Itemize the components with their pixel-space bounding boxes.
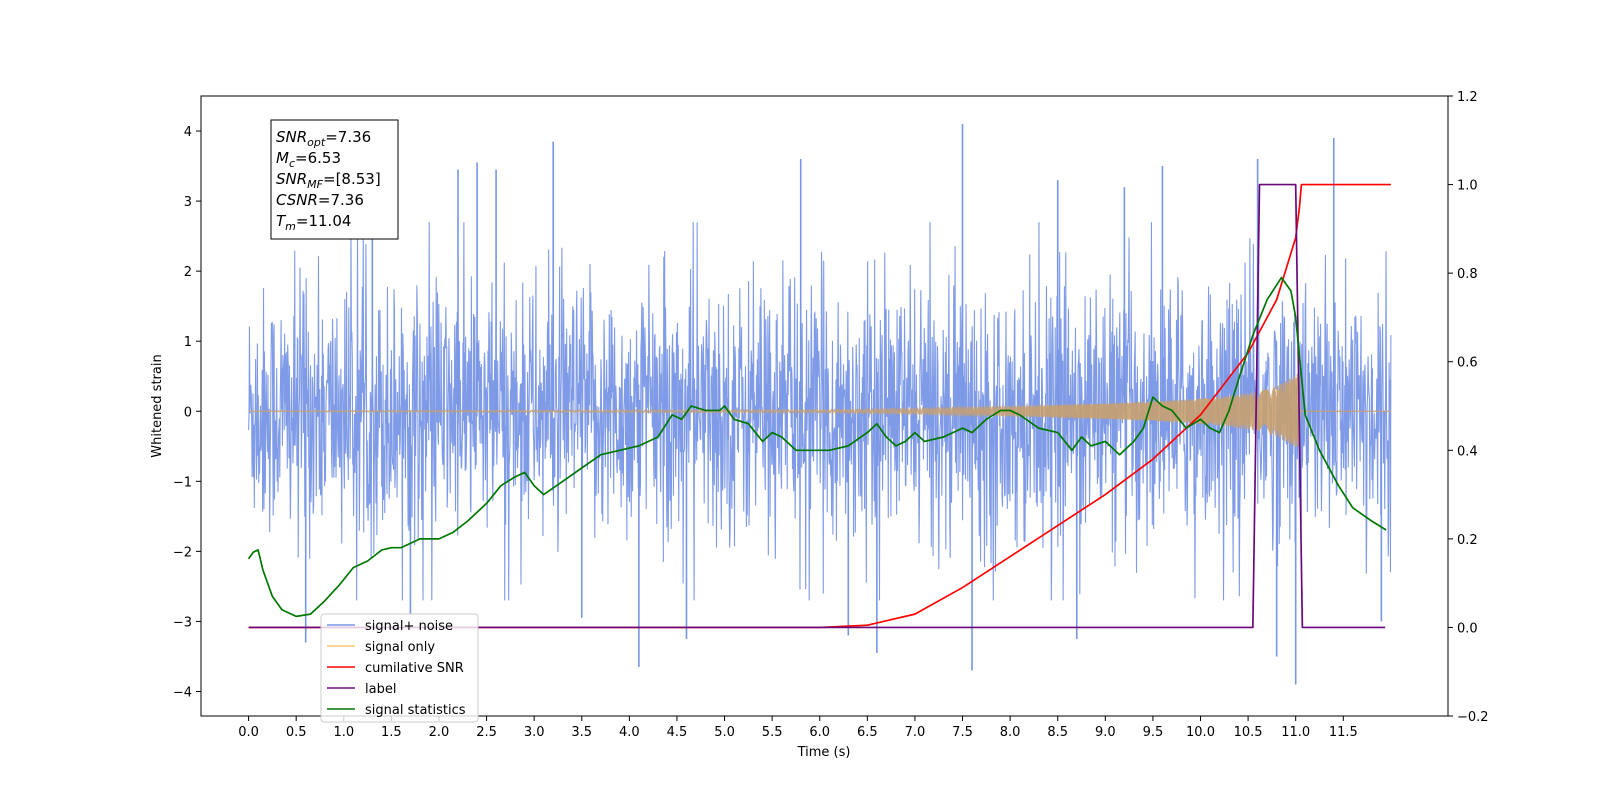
x-axis-label: Time (s) [797,745,851,760]
y-tick-label: −3 [173,615,192,630]
x-tick-label: 7.5 [952,725,973,740]
series-signal-noise [248,124,1392,685]
x-tick-label: 2.5 [476,725,497,740]
x-tick-label: 7.0 [905,725,926,740]
y-axis-label: Whitened strain [150,354,165,457]
x-tick-label: 5.5 [762,725,783,740]
x-tick-label: 0.5 [286,725,307,740]
y-tick-label: 0 [184,405,192,420]
info-subscript: MF [307,178,323,191]
legend-frame [320,613,479,723]
x-tick-label: 3.0 [524,725,545,740]
info-subscript: opt [307,136,326,149]
series-signal-statistics [247,276,1387,618]
y-tick-label: 1 [184,335,192,350]
info-symbol: CSNR [276,191,318,209]
info-line: SNRMF=[8.53] [276,170,381,191]
legend-label: cumilative SNR [365,661,464,676]
y2-tick-label: 0.2 [1457,533,1478,548]
info-value: =6.53 [295,149,341,167]
x-tick-label: 8.5 [1047,725,1068,740]
y2-tick-label: 0.6 [1457,356,1478,371]
x-tick-label: 10.0 [1186,725,1215,740]
y2-tick-label: 0.8 [1457,267,1478,282]
info-value: =[8.53] [323,170,381,188]
x-tick-label: 9.5 [1143,725,1164,740]
y2-tick-label: 0.0 [1457,621,1478,636]
x-tick-label: 2.0 [429,725,450,740]
y-tick-label: 3 [184,195,192,210]
info-subscript: m [285,220,296,233]
y-tick-label: 2 [184,265,192,280]
y-tick-label: 4 [184,125,192,140]
y2-tick-label: −0.2 [1457,710,1489,725]
info-line: Tm=11.04 [276,212,351,233]
x-tick-label: 4.0 [619,725,640,740]
x-tick-label: 6.0 [809,725,830,740]
x-tick-label: 1.5 [381,725,402,740]
x-tick-label: 6.5 [857,725,878,740]
info-value: =7.36 [318,191,364,209]
y2-tick-label: 1.0 [1457,179,1478,194]
info-value: =11.04 [296,212,352,230]
legend-label: signal only [365,640,435,655]
x-tick-label: 1.0 [333,725,354,740]
info-value: =7.36 [325,128,371,146]
x-tick-label: 5.0 [714,725,735,740]
info-line: Mc=6.53 [276,149,341,170]
x-tick-label: 9.0 [1095,725,1116,740]
x-tick-label: 8.0 [1000,725,1021,740]
x-tick-label: 10.5 [1234,725,1263,740]
y-tick-label: −1 [173,475,192,490]
legend: signal+ noise signal only cumilative SNR la… [320,613,479,723]
y2-tick-label: 1.2 [1457,90,1478,105]
legend-label: label [365,682,396,697]
x-tick-label: 11.0 [1281,725,1310,740]
info-line: CSNR=7.36 [276,191,364,209]
x-tick-label: 0.0 [238,725,259,740]
legend-label: signal statistics [365,703,466,718]
y-tick-label: −4 [173,685,192,700]
info-symbol: SNR [276,128,307,146]
info-line: SNRopt=7.36 [276,128,371,149]
legend-label: signal+ noise [365,619,453,634]
info-symbol: SNR [276,170,307,188]
x-tick-label: 4.5 [667,725,688,740]
series-cumilative-snr [248,183,1391,629]
y-tick-label: −2 [173,545,192,560]
plot-area [247,124,1392,685]
axes: 0.0 0.5 1.0 1.5 2.0 2.5 3.0 3.5 4.0 4.5 5.0 5.5 6.0 6… [173,90,1489,740]
series-label [248,183,1386,629]
info-subscript: c [289,157,295,170]
info-box: SNRopt=7.36Mc=6.53SNRMF=[8.53]CSNR=7.36T… [270,119,399,240]
x-tick-label: 11.5 [1329,725,1358,740]
info-box-frame [270,119,399,240]
info-symbol: T [276,212,287,230]
x-tick-label: 3.5 [571,725,592,740]
plot-frame [200,95,1449,717]
y2-tick-label: 0.4 [1457,444,1478,459]
info-symbol: M [276,149,289,167]
